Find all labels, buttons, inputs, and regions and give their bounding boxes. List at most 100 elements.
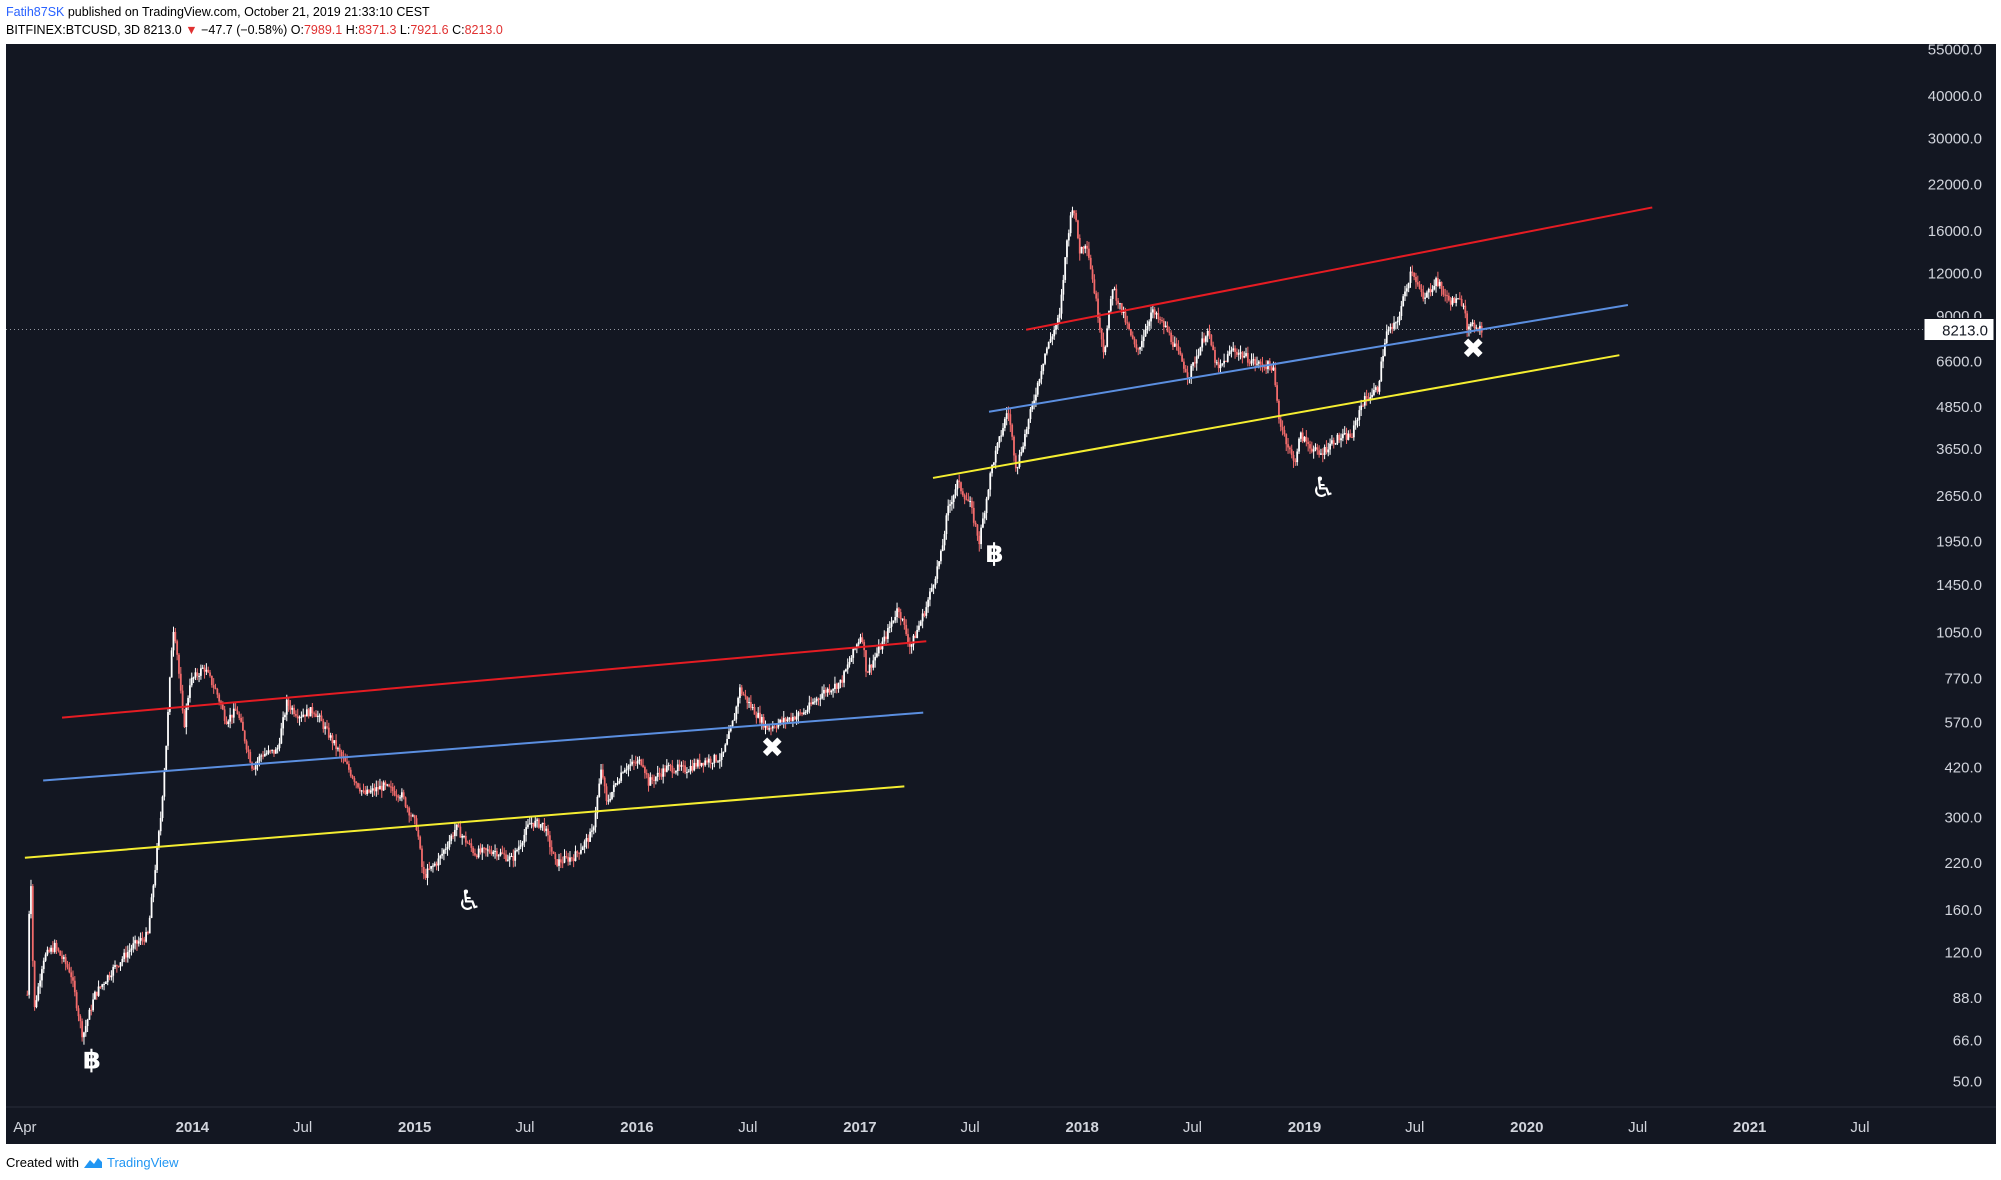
candle[interactable] xyxy=(740,684,743,697)
candle[interactable] xyxy=(1018,449,1021,469)
candle[interactable] xyxy=(263,747,266,757)
candle[interactable] xyxy=(437,852,440,872)
candle[interactable] xyxy=(976,524,979,541)
candle[interactable] xyxy=(410,812,412,821)
candle[interactable] xyxy=(1024,429,1026,450)
candle[interactable] xyxy=(216,687,219,699)
candle[interactable] xyxy=(1144,323,1147,337)
candle[interactable] xyxy=(903,616,906,630)
candle[interactable] xyxy=(276,744,279,754)
candle[interactable] xyxy=(817,697,820,706)
candle[interactable] xyxy=(192,676,195,684)
candle[interactable] xyxy=(399,795,401,801)
candle[interactable] xyxy=(83,1031,85,1045)
candle[interactable] xyxy=(247,745,250,760)
candle[interactable] xyxy=(1009,407,1012,433)
candle[interactable] xyxy=(1111,289,1114,306)
candle[interactable] xyxy=(1089,254,1092,270)
candle[interactable] xyxy=(238,711,241,721)
candle[interactable] xyxy=(1384,338,1386,357)
candle[interactable] xyxy=(1404,285,1406,302)
candle[interactable] xyxy=(364,785,367,796)
candle[interactable] xyxy=(329,732,332,741)
candle[interactable] xyxy=(887,624,889,643)
candle[interactable] xyxy=(28,910,31,999)
candle[interactable] xyxy=(497,854,500,860)
candle[interactable] xyxy=(576,850,579,858)
candle[interactable] xyxy=(1133,336,1136,348)
candle[interactable] xyxy=(1042,363,1045,375)
candle[interactable] xyxy=(1405,284,1408,297)
candle[interactable] xyxy=(134,935,137,950)
candle[interactable] xyxy=(552,851,555,855)
candle[interactable] xyxy=(578,852,581,860)
candle[interactable] xyxy=(609,792,612,803)
candle[interactable] xyxy=(274,747,277,754)
candle[interactable] xyxy=(834,676,836,694)
candle[interactable] xyxy=(388,783,390,788)
candle[interactable] xyxy=(307,708,310,719)
candle[interactable] xyxy=(375,780,378,797)
candle[interactable] xyxy=(66,960,69,970)
candle[interactable] xyxy=(696,758,699,769)
candle[interactable] xyxy=(313,711,316,718)
candle[interactable] xyxy=(117,965,120,968)
candle[interactable] xyxy=(44,952,47,962)
candle[interactable] xyxy=(130,944,133,956)
candle[interactable] xyxy=(106,974,109,986)
candle[interactable] xyxy=(616,777,619,786)
candle[interactable] xyxy=(61,950,63,964)
candle[interactable] xyxy=(1117,297,1120,309)
candle[interactable] xyxy=(1170,330,1173,345)
candle[interactable] xyxy=(326,719,328,730)
candle[interactable] xyxy=(42,957,45,974)
candle[interactable] xyxy=(441,848,443,859)
candle[interactable] xyxy=(1058,307,1061,325)
candle[interactable] xyxy=(295,710,297,718)
candle[interactable] xyxy=(1226,350,1229,363)
candle[interactable] xyxy=(1066,239,1068,265)
candle[interactable] xyxy=(980,524,982,549)
candle[interactable] xyxy=(591,823,593,838)
candle[interactable] xyxy=(563,849,566,864)
candle[interactable] xyxy=(397,794,400,803)
candle[interactable] xyxy=(280,722,283,745)
candle[interactable] xyxy=(521,840,524,852)
candle[interactable] xyxy=(947,499,950,521)
candle[interactable] xyxy=(671,760,674,779)
candle[interactable] xyxy=(700,762,703,768)
candle[interactable] xyxy=(918,620,920,632)
candle[interactable] xyxy=(678,759,681,771)
candle[interactable] xyxy=(839,679,842,689)
candle[interactable] xyxy=(400,788,403,802)
candle[interactable] xyxy=(589,828,591,842)
candle[interactable] xyxy=(1387,326,1390,335)
candle[interactable] xyxy=(998,436,1001,448)
candle[interactable] xyxy=(598,778,601,798)
candle[interactable] xyxy=(574,845,577,862)
candle[interactable] xyxy=(1294,458,1297,466)
candle[interactable] xyxy=(362,783,365,794)
candle[interactable] xyxy=(137,936,140,947)
candle[interactable] xyxy=(1354,417,1357,430)
candle[interactable] xyxy=(30,879,32,919)
candle[interactable] xyxy=(450,833,453,845)
candle[interactable] xyxy=(1303,436,1306,443)
candle[interactable] xyxy=(1131,331,1134,340)
candle[interactable] xyxy=(718,753,721,769)
candle[interactable] xyxy=(1172,334,1174,351)
candle[interactable] xyxy=(318,713,321,723)
candle[interactable] xyxy=(1013,435,1015,462)
candle[interactable] xyxy=(759,705,761,726)
candle[interactable] xyxy=(669,763,672,772)
candle[interactable] xyxy=(1349,429,1352,438)
candle[interactable] xyxy=(1175,337,1178,351)
candle[interactable] xyxy=(472,846,475,856)
candle[interactable] xyxy=(161,795,164,822)
candle[interactable] xyxy=(1444,288,1447,302)
candle[interactable] xyxy=(1053,325,1056,340)
candle[interactable] xyxy=(611,791,613,801)
candle[interactable] xyxy=(908,637,911,655)
candle[interactable] xyxy=(1391,323,1394,334)
candle[interactable] xyxy=(79,1014,82,1029)
